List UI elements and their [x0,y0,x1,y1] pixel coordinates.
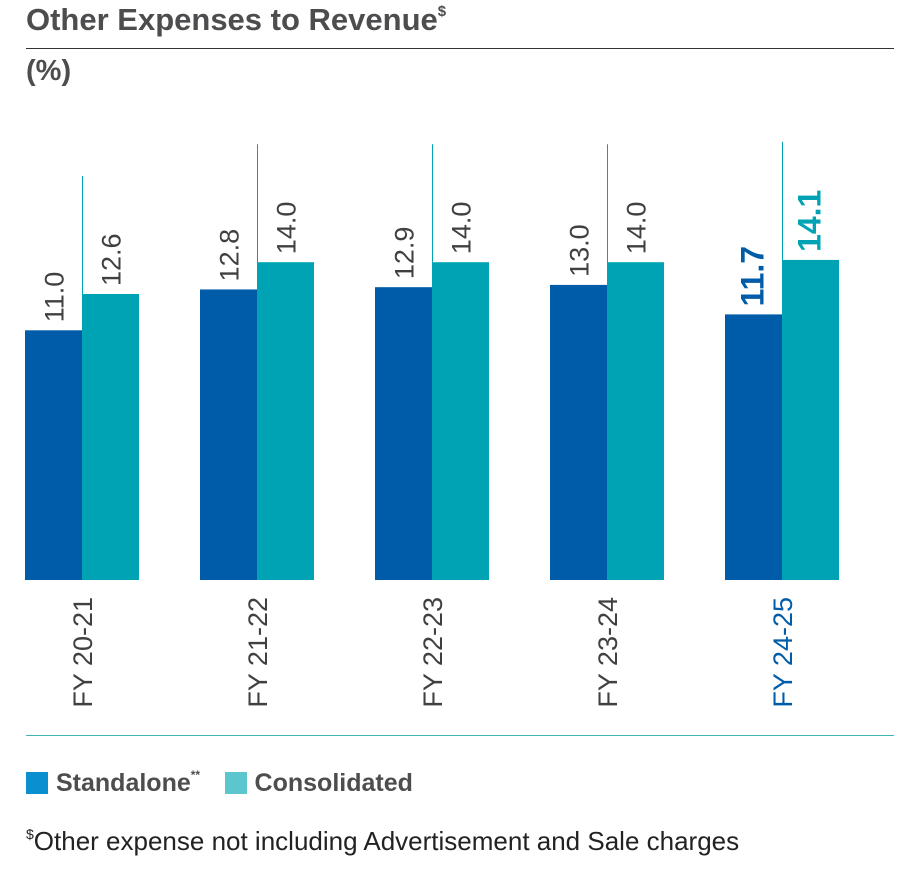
footnote-text: Other expense not including Advertisemen… [33,826,740,856]
value-label-consolidated-fy-22-23: 14.0 [447,202,477,255]
bar-standalone-fy-22-23 [375,287,432,580]
bar-consolidated-fy-22-23 [432,262,489,580]
bar-standalone-fy-21-22 [200,289,257,580]
value-label-consolidated-fy-20-21: 12.6 [97,233,127,286]
legend-item-consolidated: Consolidated [224,768,413,798]
bar-standalone-fy-24-25 [725,314,782,580]
bar-chart: 11.0 12.6 FY 20-21 12.8 14.0 FY 21-22 12.9 14.0… [25,141,839,708]
value-label-standalone-fy-21-22: 12.8 [215,229,245,282]
category-label-fy-23-24: FY 23-24 [593,597,623,708]
title-rule [26,48,894,49]
bar-consolidated-fy-24-25 [782,259,839,580]
category-label-fy-22-23: FY 22-23 [418,597,448,708]
legend-swatch-consolidated [224,772,247,794]
category-label-fy-24-25: FY 24-25 [768,597,798,708]
value-label-standalone-fy-23-24: 13.0 [565,224,595,277]
bar-standalone-fy-23-24 [550,284,607,580]
value-label-consolidated-fy-23-24: 14.0 [622,202,652,255]
bar-consolidated-fy-20-21 [82,293,139,580]
category-label-fy-21-22: FY 21-22 [243,597,273,708]
chart-title-text: Other Expenses to Revenue [26,2,438,37]
legend-standalone-mark: ** [190,768,201,782]
footnote: $Other expense not including Advertiseme… [26,826,739,857]
legend-label-consolidated: Consolidated [254,768,413,797]
value-label-consolidated-fy-24-25: 14.1 [792,190,828,252]
unit-label: (%) [26,55,72,87]
footnote-mark: $ [26,826,34,842]
chart-title-footnote-mark: $ [437,3,447,20]
legend: Standalone** Consolidated [26,768,433,798]
legend-label-standalone: Standalone** [56,768,201,797]
value-label-consolidated-fy-21-22: 14.0 [272,202,302,255]
chart-title: Other Expenses to Revenue$ [26,2,446,38]
legend-item-standalone: Standalone** [26,768,200,798]
bottom-rule [26,735,894,736]
value-label-standalone-fy-20-21: 11.0 [40,272,70,323]
bar-standalone-fy-20-21 [25,330,82,580]
category-label-fy-20-21: FY 20-21 [68,597,98,708]
value-label-standalone-fy-24-25: 11.7 [735,246,771,307]
value-label-standalone-fy-22-23: 12.9 [390,227,420,280]
bar-consolidated-fy-21-22 [257,262,314,580]
legend-swatch-standalone [26,772,48,794]
bar-consolidated-fy-23-24 [607,262,664,580]
